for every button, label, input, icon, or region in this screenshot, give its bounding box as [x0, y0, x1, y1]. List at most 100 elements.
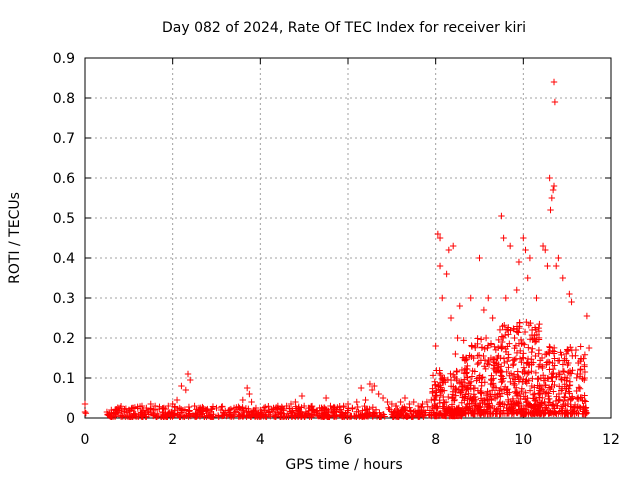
data-point	[436, 234, 444, 242]
data-point	[201, 413, 208, 420]
data-point	[453, 386, 460, 393]
data-point	[515, 402, 522, 410]
data-point	[473, 377, 480, 384]
data-point	[535, 336, 543, 343]
data-point	[572, 352, 579, 359]
data-point	[523, 318, 530, 326]
data-point	[555, 390, 563, 398]
data-point	[340, 402, 347, 410]
data-point	[322, 394, 330, 402]
data-point	[581, 363, 588, 370]
data-point	[436, 262, 444, 270]
data-point	[325, 407, 332, 415]
data-point	[437, 409, 444, 417]
data-point	[514, 328, 521, 336]
data-point	[537, 374, 545, 382]
data-point	[280, 405, 287, 413]
data-point	[550, 344, 558, 352]
data-point	[506, 242, 514, 250]
data-point	[449, 391, 456, 398]
data-point	[528, 326, 536, 334]
data-point	[498, 378, 505, 386]
data-point	[379, 394, 387, 402]
data-point	[117, 413, 125, 420]
data-point	[493, 354, 501, 362]
data-point	[485, 294, 492, 302]
data-point	[464, 362, 471, 370]
data-point	[466, 352, 473, 359]
data-point	[525, 377, 532, 384]
data-point	[568, 298, 575, 306]
data-point	[528, 356, 535, 363]
data-point	[162, 405, 169, 413]
data-point	[344, 400, 352, 408]
data-point	[558, 385, 566, 392]
data-point	[270, 413, 278, 420]
data-point	[539, 394, 546, 402]
data-point	[441, 374, 448, 382]
data-point	[452, 384, 459, 392]
data-point	[518, 385, 526, 392]
data-point	[429, 372, 437, 379]
data-point	[520, 393, 527, 400]
data-point	[576, 385, 584, 392]
data-point	[511, 381, 518, 389]
data-point	[208, 413, 215, 420]
data-point	[130, 412, 138, 419]
data-point	[472, 396, 480, 403]
data-point	[546, 343, 553, 350]
data-point	[581, 392, 588, 399]
data-point	[529, 391, 537, 398]
data-point	[401, 394, 409, 402]
data-point	[122, 405, 130, 412]
data-point	[522, 389, 529, 396]
data-point	[529, 404, 537, 412]
data-point	[468, 343, 476, 350]
data-point	[262, 413, 269, 420]
data-point	[493, 393, 501, 401]
data-point	[532, 352, 539, 360]
data-point	[540, 387, 547, 395]
data-point	[580, 355, 587, 362]
data-point	[331, 404, 339, 412]
data-point	[270, 404, 277, 412]
data-point	[489, 380, 497, 387]
y-tick-label: 0	[66, 411, 75, 427]
data-point	[248, 398, 255, 406]
data-point	[503, 368, 510, 376]
data-point	[477, 409, 485, 416]
data-point	[416, 413, 423, 420]
data-point	[499, 377, 506, 385]
data-point	[262, 403, 269, 411]
data-point	[565, 385, 572, 392]
y-axis: 0 0.1 0.2 0.3 0.4 0.5 0.6 0.7 0.8 0.9	[53, 51, 611, 427]
data-point	[545, 409, 553, 417]
data-point	[401, 406, 408, 414]
data-point	[247, 409, 255, 416]
data-point	[567, 396, 574, 403]
data-point	[455, 404, 463, 411]
data-point	[130, 404, 137, 412]
data-point	[480, 306, 488, 314]
data-point	[457, 388, 465, 396]
data-point	[491, 343, 498, 350]
data-point	[477, 407, 484, 415]
data-point	[395, 411, 402, 419]
data-point	[390, 413, 397, 420]
data-point	[450, 397, 458, 404]
data-point	[543, 389, 551, 396]
data-point	[369, 404, 377, 411]
data-point	[450, 371, 457, 379]
data-point	[482, 334, 490, 342]
data-point	[504, 396, 512, 404]
data-point	[410, 398, 417, 406]
data-point	[502, 294, 509, 302]
data-point	[494, 344, 502, 351]
data-point	[522, 378, 529, 385]
data-point	[535, 324, 542, 332]
data-point	[537, 399, 545, 407]
data-point	[575, 384, 583, 391]
data-point	[558, 351, 565, 359]
data-point	[507, 400, 515, 407]
data-point	[500, 334, 507, 342]
